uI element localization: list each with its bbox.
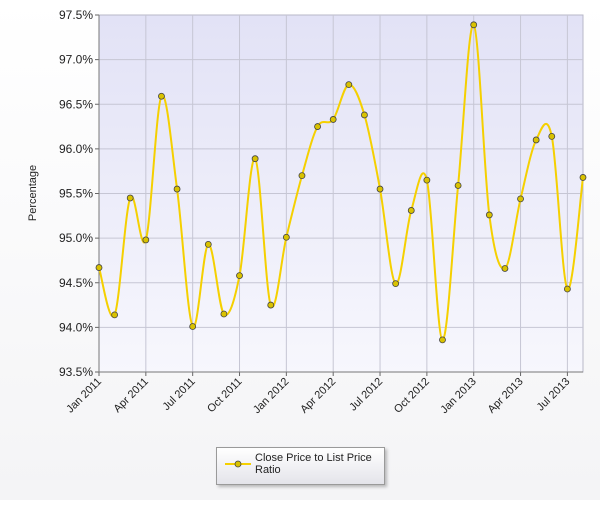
data-point [329,116,337,123]
data-point [220,310,228,318]
legend: Close Price to List Price Ratio [216,447,385,485]
data-point [236,272,243,280]
x-tick-label: Jan 2012 [251,376,291,416]
x-tick-label: Jul 2013 [535,376,573,414]
data-point [563,285,571,293]
data-point [158,92,165,100]
data-point [298,172,306,180]
legend-label: Close Price to List Price Ratio [255,452,372,476]
y-tick-label: 94.5% [59,276,93,290]
x-tick-label: Jul 2012 [347,376,385,414]
data-point [361,111,368,119]
data-point [95,264,103,271]
data-point [376,185,384,193]
data-point [111,311,119,319]
x-tick-label: Jan 2011 [64,376,104,416]
y-tick-label: 96.0% [59,142,93,156]
data-point [470,21,478,29]
data-point [407,207,415,214]
grid [99,15,583,372]
data-point [485,211,493,219]
x-tick-label: Apr 2011 [111,376,150,415]
x-tick-label: Oct 2012 [392,376,432,416]
data-point [532,136,540,144]
data-point [501,265,509,272]
x-tick-label: Jul 2011 [160,376,197,413]
y-tick-label: 95.5% [59,187,93,201]
legend-swatch-icon [225,460,251,468]
x-tick-label: Jan 2013 [438,376,478,416]
data-point [454,182,462,189]
x-tick-label: Oct 2011 [205,376,244,415]
data-point [173,185,181,193]
data-point [314,123,321,130]
series-layer [95,21,587,344]
x-tick-label: Apr 2012 [298,376,338,416]
data-point [517,195,524,203]
y-tick-label: 94.0% [59,320,93,334]
y-axis-title: Percentage [27,165,39,221]
data-point [392,280,400,288]
y-tick-label: 97.5% [59,8,93,22]
y-tick-label: 93.5% [59,365,93,379]
data-point [345,81,353,89]
data-point [204,240,212,248]
data-point [282,233,290,241]
data-point [126,194,134,202]
data-point [251,155,259,163]
y-tick-label: 95.0% [59,231,93,245]
data-point [548,132,556,140]
data-point [189,323,197,330]
y-tick-label: 97.0% [59,53,93,67]
series-line [98,23,584,341]
data-point [142,236,150,244]
data-point [423,176,431,184]
data-point [579,174,587,181]
x-tick-label: Apr 2013 [486,376,526,416]
data-point [267,301,275,309]
data-point [439,336,446,344]
y-tick-label: 96.5% [59,97,93,111]
